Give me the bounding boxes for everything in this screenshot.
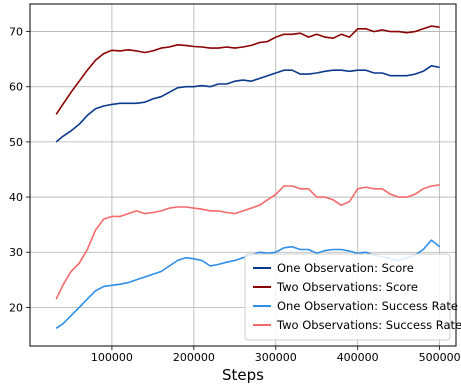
y-tick-label: 60 xyxy=(9,81,23,94)
y-tick-label: 20 xyxy=(9,301,23,314)
x-tick-label: 100000 xyxy=(91,351,133,364)
x-tick-label: 300000 xyxy=(255,351,297,364)
legend-entry: One Observation: Success Rate xyxy=(277,299,458,313)
legend-entry: One Observation: Score xyxy=(277,261,414,275)
legend-entry: Two Observations: Score xyxy=(276,280,418,294)
y-tick-label: 70 xyxy=(9,26,23,39)
y-tick-label: 40 xyxy=(9,191,23,204)
x-tick-label: 400000 xyxy=(337,351,379,364)
x-tick-label: 200000 xyxy=(173,351,215,364)
axis-ticks: 100000 200000 300000 400000 500000 20 30 40 50 60… xyxy=(9,26,461,364)
series-line-1 xyxy=(55,65,440,143)
plot-frame xyxy=(29,3,457,347)
y-tick-label: 30 xyxy=(9,246,23,259)
legend: One Observation: Score Two Observations: … xyxy=(244,253,461,341)
grid xyxy=(30,4,456,346)
series-line-4 xyxy=(55,184,440,300)
legend-box xyxy=(244,253,451,341)
legend-entry: Two Observations: Success Rate xyxy=(276,318,461,332)
y-tick-label: 50 xyxy=(9,136,23,149)
series-line-2 xyxy=(55,25,440,115)
x-axis-label: Steps xyxy=(222,366,264,384)
x-tick-label: 500000 xyxy=(419,351,461,364)
